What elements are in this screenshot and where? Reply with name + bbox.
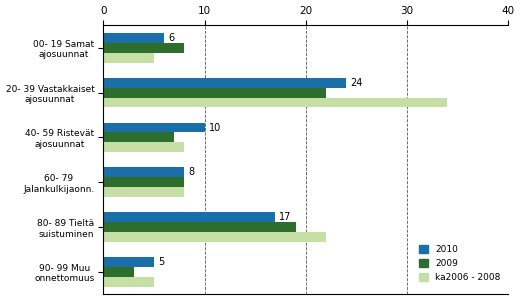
- Legend: 2010, 2009, ka2006 - 2008: 2010, 2009, ka2006 - 2008: [417, 242, 503, 284]
- Text: 8: 8: [188, 167, 194, 177]
- Bar: [103, 212, 275, 222]
- Text: 5: 5: [158, 257, 164, 267]
- Bar: [103, 52, 154, 62]
- Text: 10: 10: [209, 123, 221, 133]
- Bar: [103, 98, 447, 107]
- Bar: [103, 88, 326, 98]
- Bar: [103, 232, 326, 242]
- Bar: [103, 33, 164, 43]
- Bar: [103, 133, 174, 142]
- Bar: [103, 142, 185, 152]
- Bar: [103, 187, 185, 197]
- Bar: [103, 123, 204, 133]
- Bar: [103, 177, 185, 187]
- Bar: [103, 257, 154, 267]
- Bar: [103, 277, 154, 287]
- Bar: [103, 167, 185, 177]
- Text: 17: 17: [279, 212, 292, 222]
- Bar: [103, 267, 134, 277]
- Bar: [103, 222, 295, 232]
- Bar: [103, 43, 185, 52]
- Text: 6: 6: [168, 33, 174, 43]
- Bar: [103, 78, 346, 88]
- Text: 24: 24: [350, 78, 362, 88]
